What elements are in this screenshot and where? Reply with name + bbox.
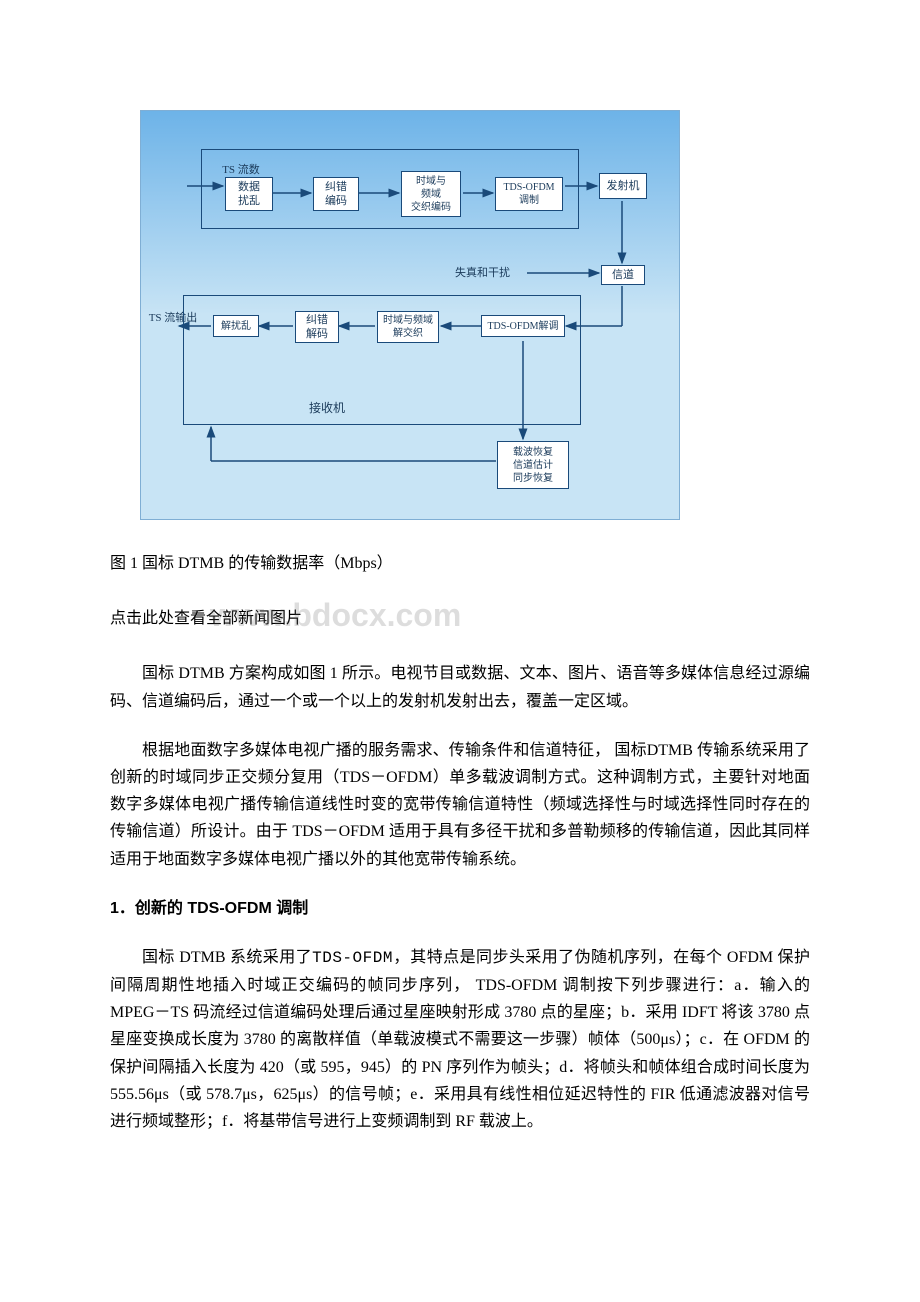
box-recovery: 载波恢复 信道估计 同步恢复	[497, 441, 569, 489]
paragraph-3: 国标 DTMB 系统采用了TDS-OFDM，其特点是同步头采用了伪随机序列，在每…	[110, 944, 810, 1135]
box-scramble: 数据 扰乱	[225, 177, 273, 211]
system-diagram: TS 流数 据输入 数据 扰乱 纠错 编码 时域与 频域 交织编码 TDS-OF…	[140, 110, 680, 520]
box-fec-label: 纠错 编码	[325, 180, 347, 209]
box-channel-label: 信道	[612, 268, 634, 282]
box-tx-label: 发射机	[607, 179, 640, 193]
figure-caption: 图 1 国标 DTMB 的传输数据率（Mbps）	[110, 550, 810, 577]
box-modulate: TDS-OFDM 调制	[495, 177, 563, 211]
figure-container: TS 流数 据输入 数据 扰乱 纠错 编码 时域与 频域 交织编码 TDS-OF…	[140, 110, 680, 520]
box-demod-label: TDS-OFDM解调	[487, 320, 558, 333]
box-modulate-label: TDS-OFDM 调制	[503, 181, 554, 207]
box-fec-dec-label: 纠错 解码	[306, 313, 328, 342]
box-demod: TDS-OFDM解调	[481, 315, 565, 337]
receiver-label: 接收机	[309, 401, 345, 417]
page-container: TS 流数 据输入 数据 扰乱 纠错 编码 时域与 频域 交织编码 TDS-OF…	[0, 0, 920, 1197]
para3-rest: 其特点是同步头采用了伪随机序列，在每个 OFDM 保护间隔周期性地插入时域正交编…	[110, 949, 810, 1130]
box-fec: 纠错 编码	[313, 177, 359, 211]
paragraph-1: 国标 DTMB 方案构成如图 1 所示。电视节目或数据、文本、图片、语音等多媒体…	[110, 660, 810, 714]
para3-mono: TDS-OFDM，	[312, 949, 410, 967]
box-tx: 发射机	[599, 173, 647, 199]
box-deinterleave: 时域与频域 解交织	[377, 311, 439, 343]
box-descramble: 解扰乱	[213, 315, 259, 337]
box-channel: 信道	[601, 265, 645, 285]
box-deinterleave-label: 时域与频域 解交织	[383, 314, 433, 340]
box-scramble-label: 数据 扰乱	[238, 180, 260, 209]
section-heading-1: 1．创新的 TDS-OFDM 调制	[110, 895, 810, 922]
box-descramble-label: 解扰乱	[221, 320, 251, 333]
para3-prefix: 国标 DTMB 系统采用了	[142, 949, 312, 966]
box-recovery-label: 载波恢复 信道估计 同步恢复	[513, 446, 553, 485]
box-interleave-label: 时域与 频域 交织编码	[411, 175, 451, 214]
box-fec-dec: 纠错 解码	[295, 311, 339, 343]
distortion-label: 失真和干扰	[455, 266, 510, 280]
box-interleave: 时域与 频域 交织编码	[401, 171, 461, 217]
news-link[interactable]: 点击此处查看全部新闻图片	[110, 605, 810, 632]
paragraph-2: 根据地面数字多媒体电视广播的服务需求、传输条件和信道特征， 国标DTMB 传输系…	[110, 737, 810, 873]
